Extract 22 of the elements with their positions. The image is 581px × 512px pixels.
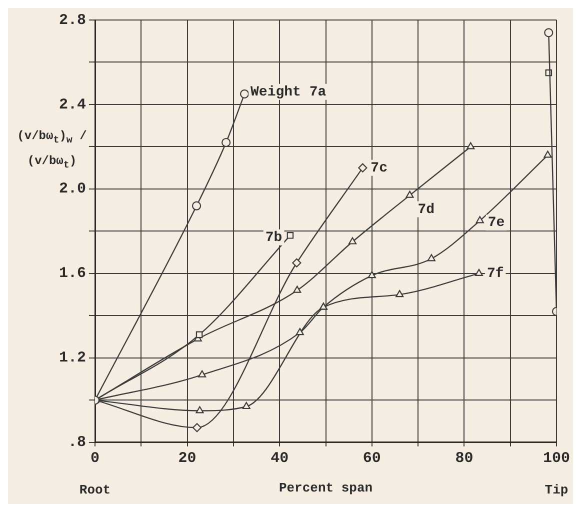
y-tick-label: 1.6: [58, 265, 86, 282]
series-label: 7f: [486, 266, 504, 282]
series-label: 7b: [265, 230, 282, 246]
x-tick-label: 20: [178, 450, 196, 468]
x-tick-label: 60: [362, 450, 381, 468]
text: Tip: [544, 482, 568, 498]
y-tick-label: 1.2: [58, 350, 86, 367]
series-label: 7c: [370, 160, 388, 176]
series-label: Weight 7a: [250, 84, 327, 100]
y-tick-label: .8: [68, 434, 86, 452]
series-label: 7d: [418, 202, 435, 218]
series-label: 7e: [488, 215, 505, 232]
text: Root: [79, 482, 111, 498]
y-tick-label: 2.0: [58, 180, 86, 198]
x-tick-label: 100: [542, 450, 570, 468]
text: (v/bω$_{t}$)$_{w}$ / (v/bω$_{t}$): [17, 129, 87, 172]
y-tick-label: 2.4: [58, 96, 86, 114]
x-tick-label: 0: [90, 450, 100, 468]
y-tick-label: 2.8: [58, 12, 86, 29]
x-tick-label: 40: [270, 450, 289, 468]
x-tick-label: 80: [455, 450, 474, 468]
x-axis-title: Percent span: [278, 480, 373, 496]
